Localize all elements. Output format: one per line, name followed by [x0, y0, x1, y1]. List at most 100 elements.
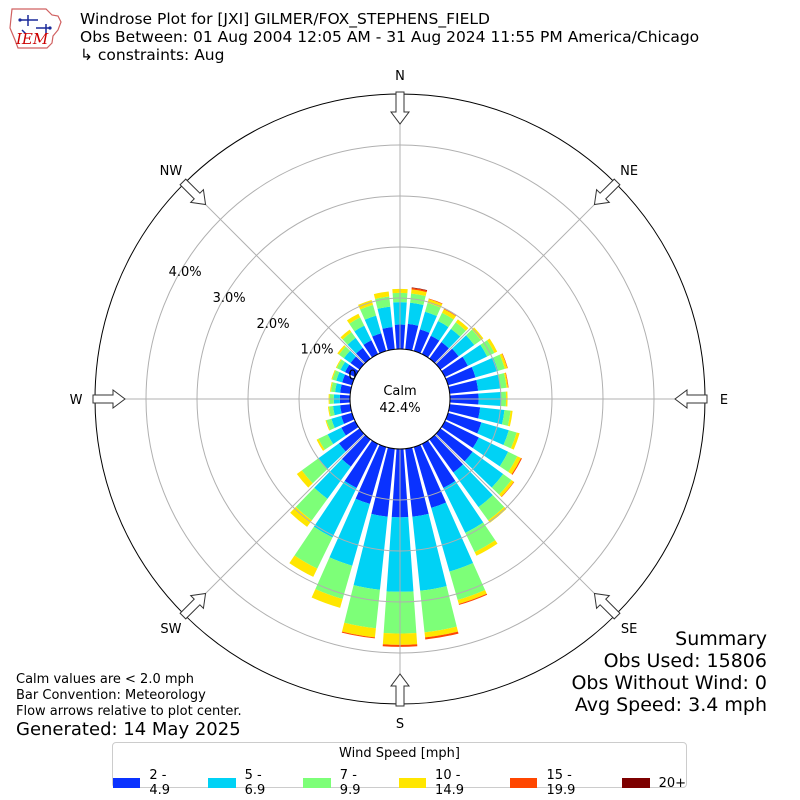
bar-segment-300-1 — [340, 361, 350, 373]
legend-label: 7 - 9.9 — [339, 768, 361, 798]
bar-segment-290-1 — [336, 372, 345, 383]
bar-segment-120-0 — [441, 420, 479, 449]
bar-segment-300-0 — [344, 364, 359, 378]
ring-label: 3.0% — [213, 291, 246, 306]
bar-segment-100-0 — [448, 404, 481, 419]
bar-segment-330-1 — [354, 325, 372, 345]
rose-bars — [289, 287, 522, 647]
bar-segment-10-3 — [411, 289, 427, 297]
grid-spoke — [183, 182, 365, 364]
legend-title: Wind Speed [mph] — [339, 746, 460, 761]
bar-segment-20-0 — [413, 329, 430, 354]
legend-label: 5 - 6.9 — [244, 768, 266, 798]
bar-segment-110-3 — [510, 432, 520, 450]
legend-swatch — [621, 778, 650, 788]
bar-segment-130-0 — [435, 428, 473, 462]
bar-segment-280-2 — [331, 382, 337, 393]
bar-segment-80-4 — [505, 372, 509, 388]
bar-segment-220-3 — [290, 506, 312, 527]
bar-segment-330-0 — [363, 340, 379, 358]
chart-title: Windrose Plot for [JXI] GILMER/FOX_STEPH… — [80, 10, 490, 28]
bar-segment-120-3 — [508, 456, 522, 475]
bar-segment-350-1 — [377, 306, 393, 329]
bar-segment-80-1 — [476, 374, 501, 391]
grid-spoke — [435, 182, 617, 364]
bar-segment-300-3 — [335, 359, 342, 369]
legend-swatch — [398, 778, 427, 788]
ring-label: 1.0% — [300, 343, 333, 358]
bar-segment-40-3 — [455, 319, 469, 331]
bar-segment-40-1 — [441, 328, 461, 349]
bar-segment-120-2 — [499, 451, 518, 473]
bar-segment-160-4 — [458, 593, 488, 605]
calm-value: 42.4% — [379, 401, 420, 416]
bar-segment-290-0 — [342, 374, 355, 386]
bar-segment-140-2 — [478, 495, 505, 521]
bar-segment-130-2 — [491, 473, 512, 495]
bar-segment-230-1 — [318, 443, 346, 470]
legend-item: 7 - 9.9 — [303, 768, 380, 798]
generated-date: Generated: 14 May 2025 — [16, 719, 241, 740]
bar-segment-150-0 — [421, 440, 456, 488]
summary-title: Summary — [675, 628, 767, 650]
bar-segment-250-1 — [331, 415, 345, 429]
bar-segment-320-3 — [340, 329, 352, 340]
legend-label: 10 - 14.9 — [435, 768, 464, 798]
bar-segment-140-3 — [488, 506, 507, 523]
bar-segment-170-2 — [420, 586, 457, 633]
summary-obs-used: Obs Used: 15806 — [603, 650, 767, 672]
bar-segment-320-0 — [356, 347, 371, 364]
compass-arrow-se — [593, 592, 621, 620]
bar-segment-50-2 — [466, 329, 481, 346]
bar-segment-10-4 — [411, 287, 428, 293]
bar-segment-200-2 — [315, 557, 353, 600]
bar-segment-210-3 — [289, 555, 318, 577]
bar-segment-70-3 — [499, 353, 508, 369]
bar-segment-240-1 — [327, 427, 346, 445]
bar-segment-110-2 — [503, 430, 517, 449]
bar-segment-250-0 — [341, 412, 355, 424]
compass-arrow-s — [390, 673, 410, 707]
bar-segment-290-3 — [331, 369, 336, 380]
bar-segment-150-1 — [443, 481, 484, 533]
bar-segment-240-2 — [318, 434, 334, 450]
bar-segment-170-4 — [425, 631, 459, 640]
bar-segment-100-2 — [501, 409, 511, 426]
compass-arrow-n — [390, 91, 410, 125]
legend-item: 2 - 4.9 — [113, 768, 190, 798]
note-convention: Bar Convention: Meteorology — [16, 688, 206, 703]
legend-swatch — [510, 778, 538, 788]
compass-label-se: SE — [621, 622, 637, 637]
calm-center: Calm 42.4% — [349, 348, 451, 450]
legend-items: 2 - 4.9 5 - 6.9 7 - 9.9 10 - 14.9 15 - 19.9 2… — [113, 768, 686, 798]
compass-label-ne: NE — [620, 164, 638, 179]
bar-segment-70-1 — [471, 357, 499, 378]
compass-label-w: W — [70, 393, 83, 408]
bar-segment-250-2 — [326, 418, 335, 431]
bar-segment-200-0 — [355, 444, 387, 504]
chart-notes: Calm values are < 2.0 mph Bar Convention… — [16, 672, 242, 720]
bar-segment-340-2 — [360, 304, 377, 320]
compass-arrow-e — [674, 389, 708, 409]
chart-header: Windrose Plot for [JXI] GILMER/FOX_STEPH… — [80, 10, 699, 64]
ring-label: 4.0% — [169, 265, 202, 280]
bar-segment-40-2 — [450, 322, 466, 337]
bar-segment-80-0 — [448, 379, 479, 394]
bar-segment-170-3 — [424, 626, 458, 638]
bar-segment-330-3 — [346, 313, 361, 324]
bar-segment-210-2 — [294, 526, 333, 569]
bar-segment-250-3 — [325, 420, 331, 431]
legend-swatch — [113, 778, 141, 788]
bar-segment-10-0 — [405, 323, 419, 351]
bar-segment-280-3 — [329, 381, 333, 392]
bar-segment-330-2 — [349, 317, 365, 332]
compass-label-e: E — [720, 393, 728, 408]
bar-segment-200-3 — [311, 589, 343, 608]
bar-segment-260-0 — [340, 404, 352, 414]
summary-box: Summary Obs Used: 15806 Obs Without Wind… — [571, 628, 767, 716]
compass-arrow-w — [92, 389, 126, 409]
bar-segment-190-2 — [344, 585, 380, 629]
bar-segment-340-0 — [372, 333, 387, 354]
bar-segment-30-2 — [438, 312, 454, 328]
